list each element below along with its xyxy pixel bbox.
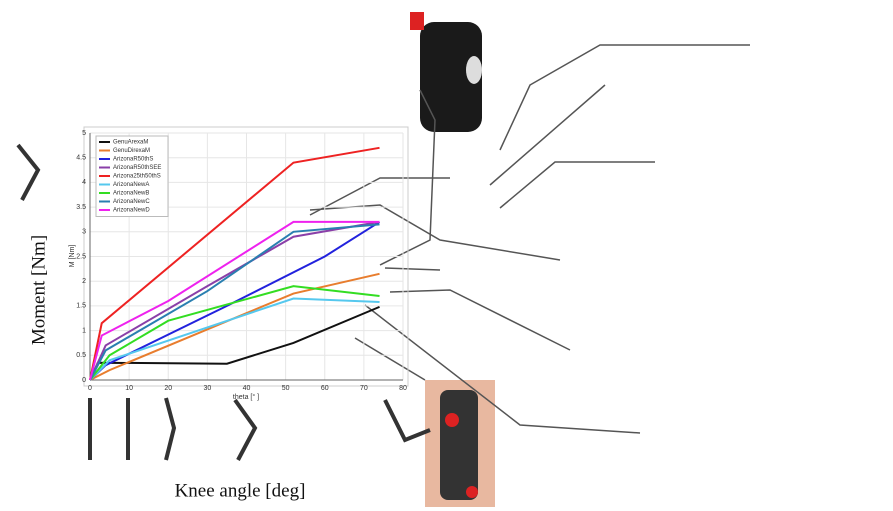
y-tick-label: 3.5 — [76, 204, 86, 211]
legend-label: GenuDirexaM — [113, 148, 150, 154]
legend-label: ArizonaR50thS — [113, 157, 153, 163]
x-tick-label: 50 — [282, 385, 290, 392]
x-tick-label: 80 — [399, 385, 407, 392]
legend-label: ArizonaNewB — [113, 191, 149, 197]
figure: Moment [Nm] Knee angle [deg] theta [° ] … — [0, 0, 893, 511]
y-tick-label: 0 — [82, 377, 86, 384]
x-tick-label: 20 — [164, 385, 172, 392]
y-tick-label: 4.5 — [76, 155, 86, 162]
series-line — [90, 274, 380, 380]
pointer-lines — [310, 45, 750, 433]
brace-image-top — [410, 12, 482, 132]
y-tick-label: 4 — [82, 179, 86, 186]
y-tick-label: 3 — [82, 229, 86, 236]
y-tick-label: 1.5 — [76, 303, 86, 310]
x-tick-label: 70 — [360, 385, 368, 392]
x-tick-label: 60 — [321, 385, 329, 392]
legend-label: ArizonaNewD — [113, 208, 150, 214]
x-annotation: Knee angle [deg] — [175, 480, 306, 501]
y-tick-label: 0.5 — [76, 352, 86, 359]
x-axis-label: theta [° ] — [233, 393, 259, 401]
x-tick-label: 40 — [243, 385, 251, 392]
legend-label: ArizonaR50thSEE — [113, 165, 161, 171]
legend-label: Arizona25th50thS — [113, 174, 161, 180]
x-tick-label: 0 — [88, 385, 92, 392]
y-tick-label: 2.5 — [76, 253, 86, 260]
y-tick-label: 1 — [82, 327, 86, 334]
legend-label: GenuArexaM — [113, 140, 148, 146]
y-axis-label: M [Nm] — [69, 245, 76, 268]
x-tick-label: 30 — [203, 385, 211, 392]
y-tick-label: 2 — [82, 278, 86, 285]
series-line — [90, 298, 380, 380]
y-tick-label: 5 — [82, 130, 86, 137]
y-annotation: Moment [Nm] — [28, 235, 49, 345]
brace-image-bottom — [425, 380, 495, 507]
legend-label: ArizonaNewA — [113, 182, 149, 188]
legend-label: ArizonaNewC — [113, 199, 150, 205]
x-tick-label: 10 — [125, 385, 133, 392]
